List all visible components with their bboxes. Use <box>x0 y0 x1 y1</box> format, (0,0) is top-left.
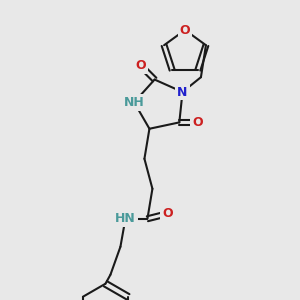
Text: NH: NH <box>124 96 145 109</box>
Text: O: O <box>192 116 202 129</box>
Text: O: O <box>180 23 190 37</box>
Text: O: O <box>135 59 146 72</box>
Text: N: N <box>177 85 188 98</box>
Text: O: O <box>162 207 173 220</box>
Text: HN: HN <box>115 212 136 225</box>
